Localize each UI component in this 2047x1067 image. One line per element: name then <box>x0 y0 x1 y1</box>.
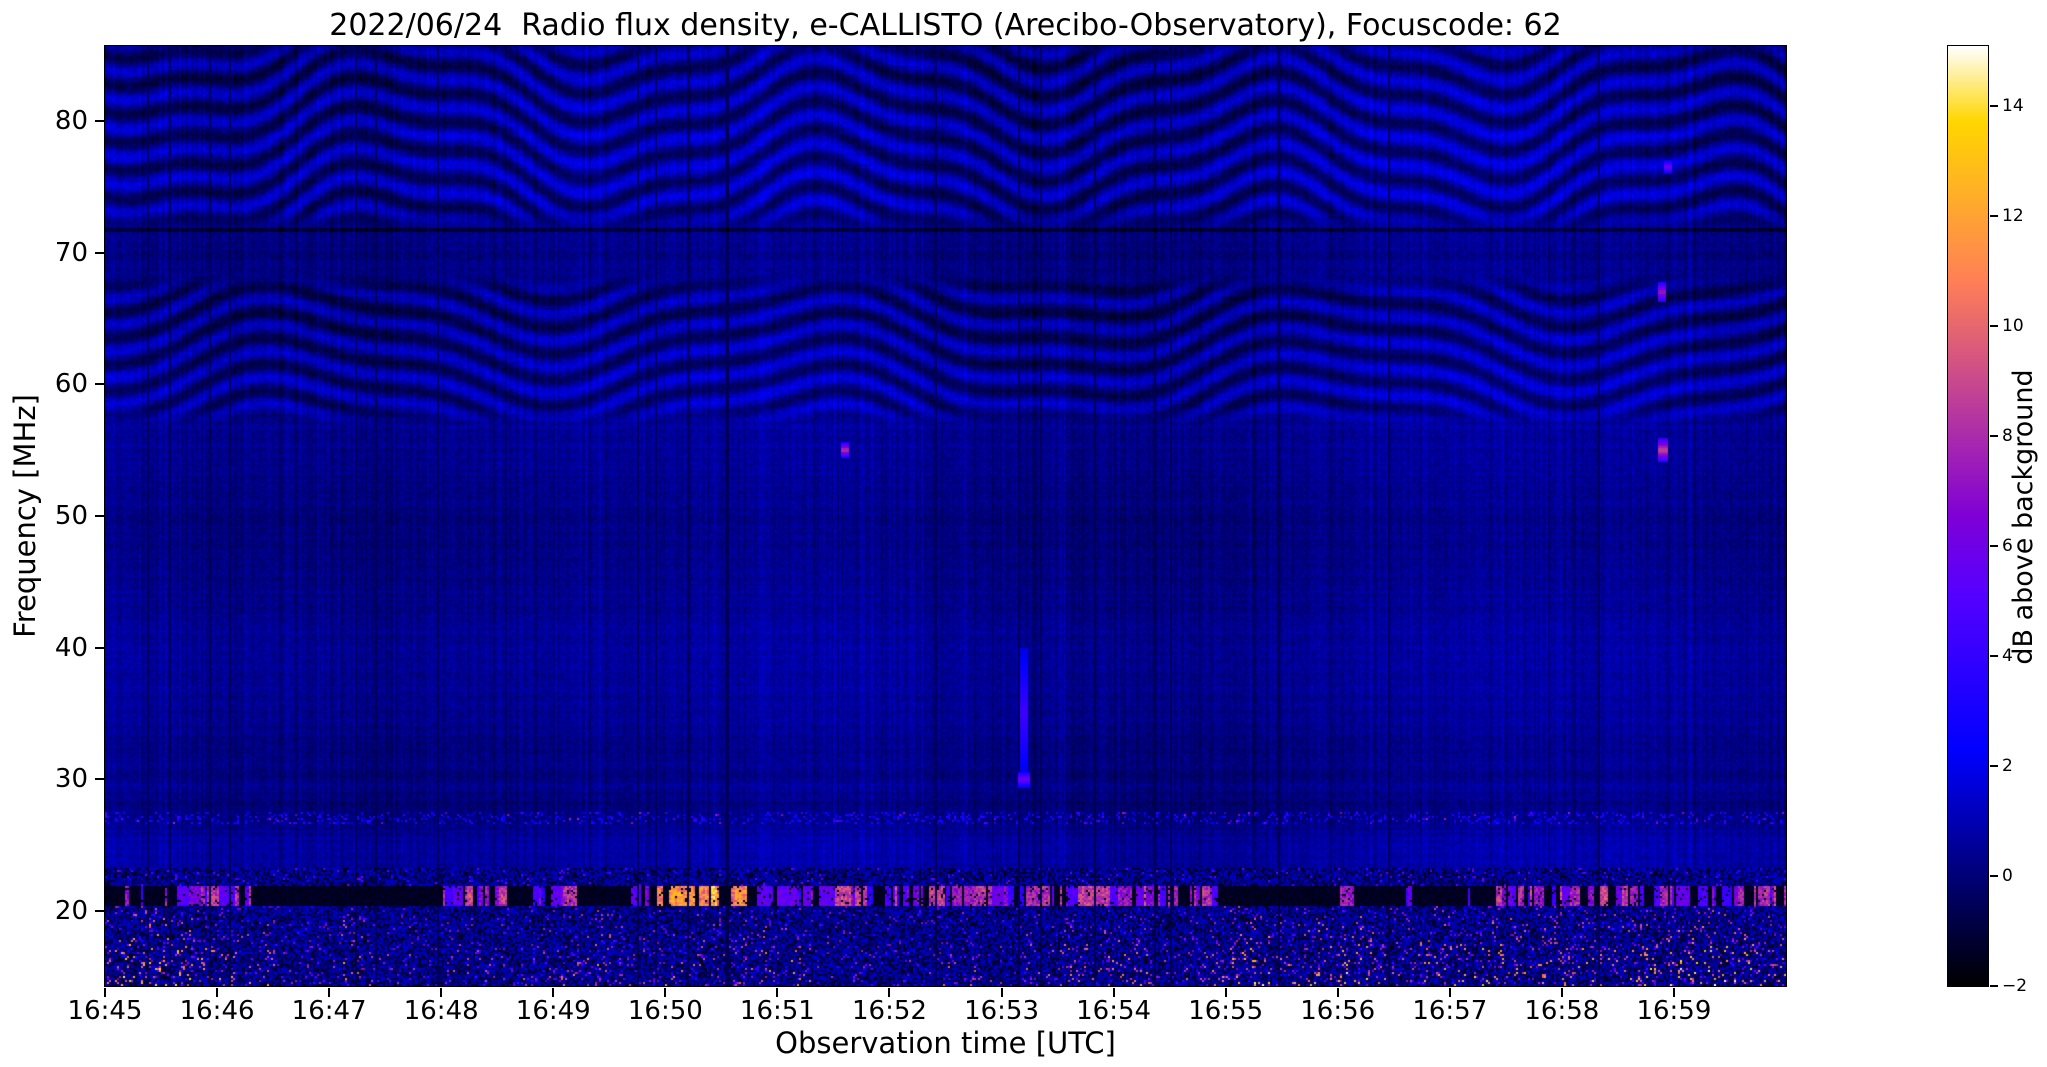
colorbar-tick-mark <box>1990 325 1998 328</box>
x-tick-mark <box>1112 988 1115 997</box>
x-tick-label: 16:55 <box>1188 996 1264 1026</box>
x-tick-mark <box>1672 988 1675 997</box>
x-tick-label: 16:59 <box>1636 996 1712 1026</box>
y-tick-label: 50 <box>54 501 88 531</box>
colorbar-frame <box>1947 45 1989 987</box>
y-tick-label: 40 <box>54 632 88 663</box>
x-tick-label: 16:58 <box>1524 996 1600 1026</box>
x-tick-mark <box>776 988 779 997</box>
colorbar-tick-mark <box>1990 545 1998 548</box>
colorbar-tick-label: 0 <box>2002 866 2013 887</box>
y-tick-mark <box>95 120 104 123</box>
x-tick-mark <box>216 988 219 997</box>
colorbar-tick-mark <box>1990 985 1998 987</box>
x-tick-label: 16:57 <box>1412 996 1488 1026</box>
y-tick-mark <box>95 778 104 781</box>
y-tick-label: 70 <box>54 237 88 268</box>
x-tick-label: 16:50 <box>627 996 703 1026</box>
x-tick-label: 16:46 <box>179 996 255 1026</box>
x-tick-mark <box>328 988 331 997</box>
y-tick-mark <box>95 909 104 912</box>
x-tick-label: 16:51 <box>739 996 815 1026</box>
x-tick-label: 16:54 <box>1076 996 1152 1026</box>
colorbar-tick-mark <box>1990 435 1998 438</box>
colorbar-label: dB above background <box>2008 369 2039 665</box>
colorbar-tick-label: −2 <box>2002 976 2028 996</box>
x-tick-mark <box>1224 988 1227 997</box>
y-tick-label: 30 <box>54 764 88 795</box>
x-tick-mark <box>552 988 555 997</box>
colorbar-tick-label: 2 <box>2002 756 2013 777</box>
colorbar-tick-mark <box>1990 765 1998 768</box>
colorbar-gradient <box>1948 46 1988 986</box>
y-tick-label: 80 <box>54 106 88 137</box>
x-tick-label: 16:49 <box>515 996 591 1026</box>
y-tick-mark <box>95 515 104 517</box>
x-tick-label: 16:53 <box>964 996 1039 1026</box>
colorbar-tick-mark <box>1990 105 1998 108</box>
colorbar-tick-label: 12 <box>2002 206 2024 227</box>
x-tick-label: 16:47 <box>291 996 367 1026</box>
colorbar-tick-label: 8 <box>2002 426 2013 447</box>
colorbar-tick-label: 10 <box>2002 316 2024 337</box>
spectrogram-heatmap <box>105 46 1786 986</box>
y-tick-label: 60 <box>54 369 88 400</box>
chart-title: 2022/06/24 Radio flux density, e-CALLIST… <box>329 8 1562 43</box>
colorbar-tick-mark <box>1990 875 1998 878</box>
colorbar-tick-mark <box>1990 655 1998 658</box>
colorbar-tick-label: 14 <box>2002 96 2024 117</box>
colorbar-tick-label: 6 <box>2002 536 2013 557</box>
x-tick-mark <box>888 988 891 997</box>
x-tick-mark <box>440 988 443 997</box>
x-tick-mark <box>1448 988 1451 997</box>
x-tick-label: 16:56 <box>1300 996 1376 1026</box>
x-tick-label: 16:52 <box>851 996 927 1026</box>
y-tick-mark <box>95 383 104 386</box>
x-tick-label: 16:48 <box>403 996 479 1026</box>
x-axis-label: Observation time [UTC] <box>775 1026 1116 1060</box>
colorbar-tick-label: 4 <box>2002 646 2013 667</box>
x-tick-mark <box>664 988 667 997</box>
plot-frame <box>104 45 1787 987</box>
y-tick-mark <box>95 646 104 649</box>
x-tick-mark <box>1000 988 1003 997</box>
y-tick-label: 20 <box>54 895 88 926</box>
x-tick-mark <box>104 988 106 997</box>
colorbar-tick-mark <box>1990 215 1998 218</box>
y-tick-mark <box>95 251 104 254</box>
x-tick-mark <box>1336 988 1339 997</box>
x-tick-mark <box>1560 988 1563 997</box>
x-tick-label: 16:45 <box>67 996 143 1026</box>
